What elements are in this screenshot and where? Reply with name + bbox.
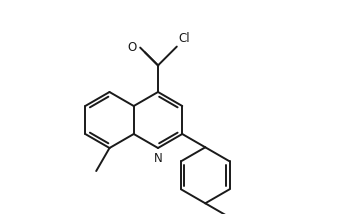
Text: Cl: Cl bbox=[179, 32, 190, 45]
Text: N: N bbox=[154, 152, 162, 165]
Text: O: O bbox=[127, 41, 136, 54]
